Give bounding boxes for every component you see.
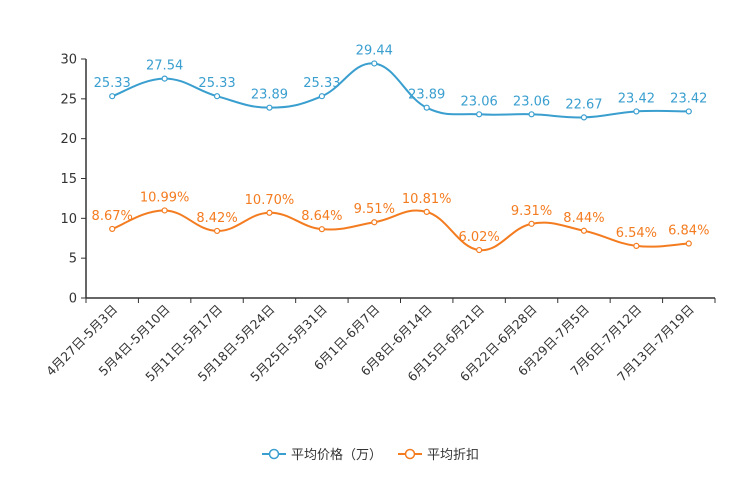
y-tick-label: 20 (60, 132, 77, 147)
data-point (161, 207, 168, 214)
data-label: 23.89 (408, 88, 445, 103)
data-point (580, 227, 588, 234)
data-point (685, 240, 692, 247)
data-label: 29.44 (356, 43, 393, 58)
data-point (423, 208, 430, 215)
data-point (633, 108, 640, 115)
data-label: 23.06 (461, 94, 498, 109)
data-label: 6.02% (458, 230, 499, 245)
y-tick-label: 5 (69, 252, 77, 267)
series-avg-price: 25.33 27.54 25.33 23.89 25.33 29.44 23.89 23.06… (94, 43, 707, 121)
data-label: 8.42% (196, 211, 237, 226)
data-label: 25.33 (94, 76, 131, 91)
data-point (423, 104, 430, 111)
y-tick-label: 25 (60, 92, 77, 107)
y-tick-label: 10 (60, 212, 77, 227)
data-point (476, 246, 483, 254)
y-axis-ticks: 0 5 10 15 20 25 30 (60, 53, 86, 307)
data-label: 9.51% (354, 202, 395, 217)
y-tick-label: 0 (69, 292, 77, 307)
legend-marker-icon (268, 448, 280, 460)
legend[interactable]: 平均价格（万） 平均折扣 (262, 447, 479, 463)
data-label: 8.44% (563, 211, 604, 226)
series-avg-discount: 8.67% 10.99% 8.42% 10.70% 8.64% 9.51% 10.81% 6.… (92, 190, 709, 254)
data-point (580, 114, 588, 121)
data-point (633, 242, 640, 249)
data-point (161, 75, 168, 82)
data-point (213, 227, 221, 235)
data-label: 8.64% (301, 209, 342, 224)
data-label: 23.42 (618, 91, 655, 106)
legend-label: 平均折扣 (427, 448, 479, 463)
data-label: 25.33 (303, 76, 340, 91)
data-label: 6.54% (616, 226, 657, 241)
data-point (109, 93, 116, 100)
data-point (318, 93, 325, 100)
data-point (266, 209, 273, 216)
data-label: 6.84% (668, 224, 709, 239)
data-point (685, 108, 692, 115)
x-axis-ticks: 4月27日-5月3日5月4日-5月10日5月11日-5月17日5月18日-5月2… (43, 298, 716, 384)
y-tick-label: 15 (60, 172, 77, 187)
data-label: 23.42 (670, 91, 707, 106)
series-layer: 25.33 27.54 25.33 23.89 25.33 29.44 23.89 23.06… (92, 43, 709, 254)
data-label: 10.99% (140, 190, 190, 205)
data-label: 27.54 (146, 59, 183, 74)
data-point (266, 104, 273, 111)
legend-label: 平均价格（万） (291, 447, 382, 463)
data-point (371, 219, 378, 226)
data-point (213, 93, 221, 100)
data-point (528, 111, 535, 118)
data-label: 23.89 (251, 88, 288, 103)
legend-item-avg-price[interactable]: 平均价格（万） (262, 447, 382, 463)
data-label: 25.33 (198, 76, 235, 91)
legend-item-avg-discount[interactable]: 平均折扣 (398, 448, 479, 463)
data-label: 10.81% (402, 192, 452, 207)
data-point (109, 225, 116, 233)
data-label: 10.70% (245, 193, 295, 208)
data-point (371, 60, 378, 67)
data-point (528, 220, 535, 227)
data-point (318, 226, 325, 233)
legend-marker-icon (404, 448, 416, 460)
y-tick-label: 30 (60, 53, 77, 68)
data-label: 22.67 (565, 97, 602, 112)
data-label: 9.31% (511, 204, 552, 219)
data-label: 8.67% (92, 209, 133, 224)
data-point (476, 111, 483, 118)
data-label: 23.06 (513, 94, 550, 109)
